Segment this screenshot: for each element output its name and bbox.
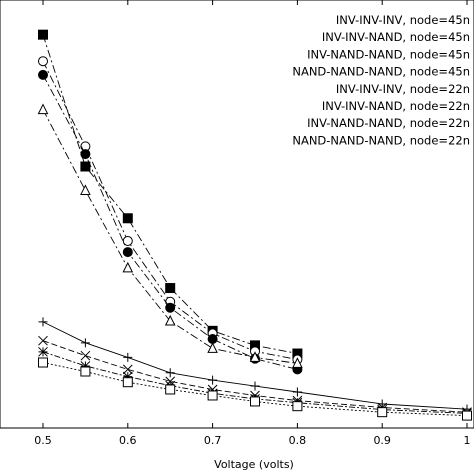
data-point	[165, 384, 176, 395]
data-point	[38, 346, 48, 357]
series-3	[38, 69, 303, 375]
data-point	[165, 302, 176, 313]
legend-background	[268, 10, 472, 154]
data-point	[165, 368, 175, 378]
data-point	[164, 314, 176, 326]
x-tick-label: 0.6	[119, 434, 137, 447]
legend-entry: INV-INV-NAND, node=22n	[322, 99, 470, 113]
data-point	[80, 350, 91, 361]
series-4	[37, 103, 303, 368]
data-point	[292, 401, 303, 412]
legend: INV-INV-INV, node=45n INV-INV-NAND, node=…	[268, 10, 472, 154]
data-point	[249, 351, 261, 362]
data-point	[208, 375, 218, 385]
data-point	[80, 338, 90, 348]
data-point	[165, 283, 176, 294]
data-point	[80, 184, 91, 195]
series-line	[42, 351, 468, 414]
legend-entry: INV-NAND-NAND, node=45n	[307, 47, 470, 61]
series-line	[42, 60, 298, 360]
data-point	[122, 247, 133, 258]
data-point	[122, 371, 133, 382]
data-point	[122, 213, 133, 224]
data-point	[38, 56, 48, 67]
data-point	[80, 149, 91, 160]
data-point	[250, 381, 260, 391]
data-point	[38, 29, 48, 40]
legend-entry: INV-INV-NAND, node=45n	[322, 30, 470, 44]
data-point	[37, 103, 49, 115]
x-tick-label: 0.7	[204, 434, 222, 447]
data-point	[122, 377, 133, 388]
x-tick-label: 0.9	[373, 434, 391, 447]
data-point	[122, 261, 134, 273]
x-tick-label: 0.8	[289, 434, 307, 447]
legend-entry: INV-INV-INV, node=45n	[336, 13, 470, 27]
data-point	[80, 366, 91, 377]
data-point	[80, 161, 91, 172]
data-point	[123, 352, 133, 362]
series-8	[38, 357, 472, 421]
x-axis: 0.5 0.6 0.7 0.8 0.9 1	[34, 0, 471, 447]
x-tick-label: 0.5	[34, 434, 52, 447]
data-point	[122, 235, 133, 246]
data-point	[122, 364, 133, 375]
data-point	[38, 335, 48, 346]
legend-entry: INV-INV-INV, node=22n	[336, 82, 470, 96]
data-point	[207, 342, 218, 353]
legend-entry: NAND-NAND-NAND, node=22n	[292, 133, 470, 147]
legend-entry: INV-NAND-NAND, node=22n	[307, 116, 470, 130]
data-point	[292, 387, 302, 397]
data-point	[207, 390, 218, 401]
data-point	[38, 69, 48, 80]
data-point	[377, 407, 388, 418]
plot-frame	[0, 0, 474, 429]
x-axis-label: Voltage (volts)	[214, 458, 294, 471]
x-tick-label: 1	[464, 434, 471, 447]
data-point	[292, 357, 303, 368]
data-point	[80, 361, 91, 371]
data-point	[462, 410, 472, 421]
data-point	[250, 396, 260, 407]
legend-entry: NAND-NAND-NAND, node=45n	[292, 65, 470, 79]
data-point	[38, 357, 48, 368]
data-point	[207, 333, 218, 344]
data-point	[38, 317, 48, 327]
series-layer	[37, 29, 472, 421]
